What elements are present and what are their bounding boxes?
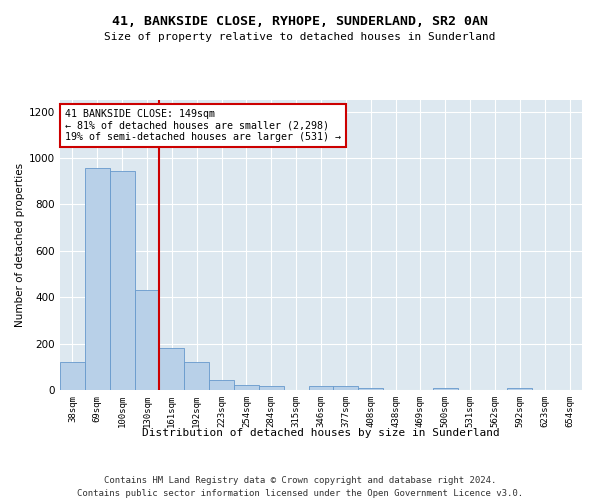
Bar: [308, 386, 334, 390]
Y-axis label: Number of detached properties: Number of detached properties: [15, 163, 25, 327]
Text: Distribution of detached houses by size in Sunderland: Distribution of detached houses by size …: [142, 428, 500, 438]
Bar: [110, 171, 134, 390]
Text: 41 BANKSIDE CLOSE: 149sqm
← 81% of detached houses are smaller (2,298)
19% of se: 41 BANKSIDE CLOSE: 149sqm ← 81% of detac…: [65, 108, 341, 142]
Bar: [160, 348, 184, 390]
Bar: [358, 388, 383, 390]
Text: 41, BANKSIDE CLOSE, RYHOPE, SUNDERLAND, SR2 0AN: 41, BANKSIDE CLOSE, RYHOPE, SUNDERLAND, …: [112, 15, 488, 28]
Bar: [433, 388, 458, 390]
Bar: [334, 386, 358, 390]
Bar: [234, 385, 259, 390]
Bar: [508, 388, 532, 390]
Bar: [60, 362, 85, 390]
Text: Size of property relative to detached houses in Sunderland: Size of property relative to detached ho…: [104, 32, 496, 42]
Bar: [85, 168, 110, 390]
Text: Contains public sector information licensed under the Open Government Licence v3: Contains public sector information licen…: [77, 489, 523, 498]
Bar: [134, 290, 160, 390]
Bar: [259, 386, 284, 390]
Bar: [184, 362, 209, 390]
Bar: [209, 380, 234, 390]
Text: Contains HM Land Registry data © Crown copyright and database right 2024.: Contains HM Land Registry data © Crown c…: [104, 476, 496, 485]
